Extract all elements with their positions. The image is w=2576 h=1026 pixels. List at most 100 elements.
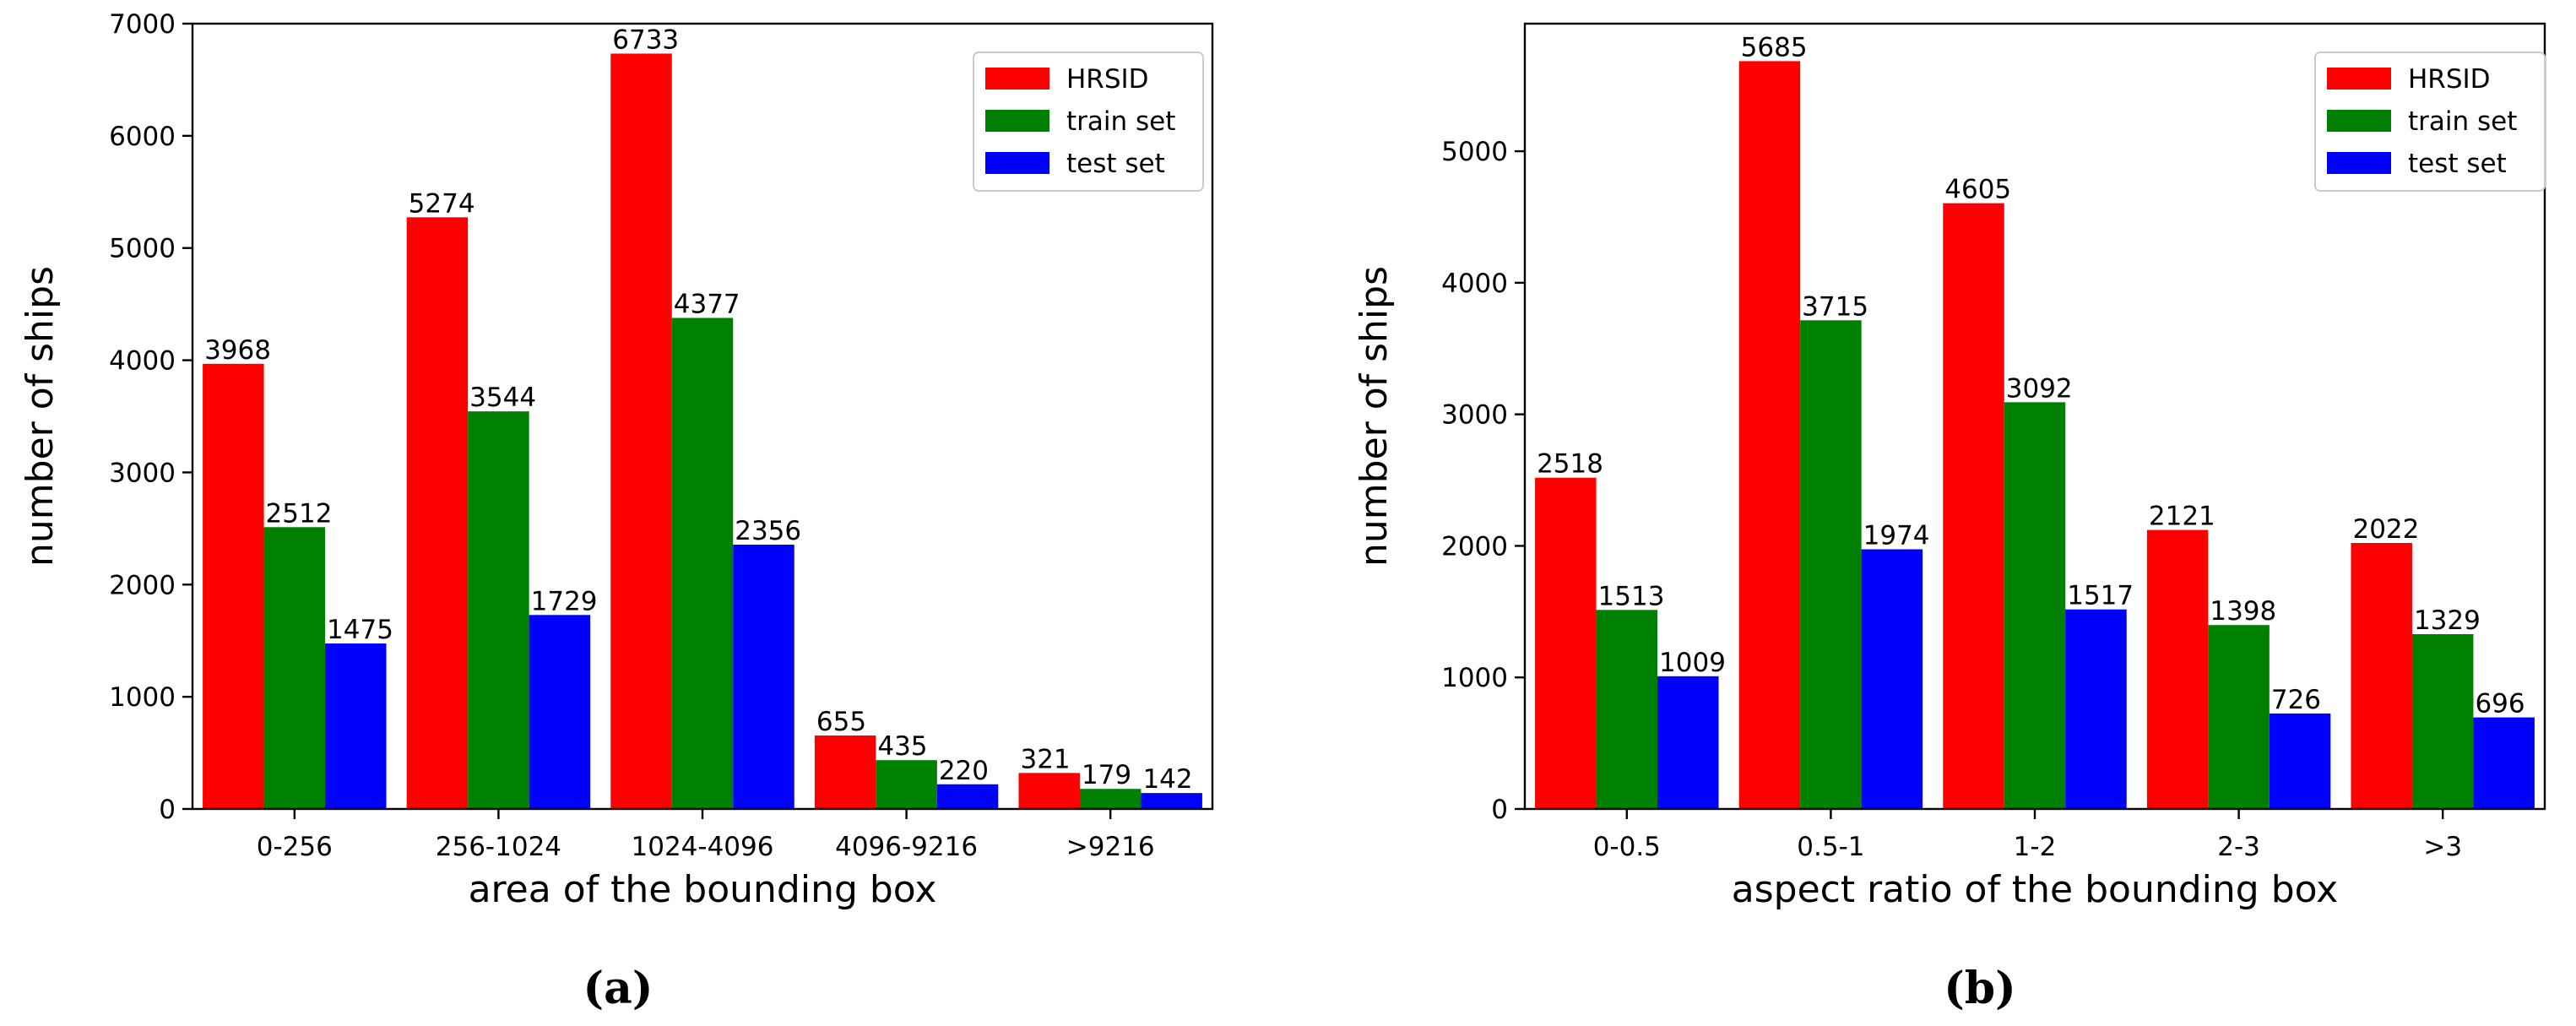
data-label: 4605 — [1944, 175, 2011, 205]
bar-test-set-0 — [1657, 676, 1719, 809]
x-tick-label: 1-2 — [2014, 832, 2057, 862]
data-label: 1974 — [1863, 520, 1930, 551]
data-label: 726 — [2271, 685, 2321, 715]
data-label: 2512 — [266, 498, 333, 529]
x-tick-label: 2-3 — [2217, 832, 2260, 862]
bar-hrsid-2 — [1943, 203, 2004, 809]
legend: HRSID train set test set — [973, 52, 1204, 192]
bar-hrsid-3 — [2146, 529, 2209, 809]
x-axis-title: area of the bounding box — [469, 868, 937, 911]
data-label: 1729 — [531, 586, 598, 616]
bar-test-set-0 — [325, 643, 387, 809]
y-tick-label: 4000 — [1441, 269, 1508, 299]
y-tick-label: 0 — [1491, 795, 1508, 825]
data-label: 3968 — [204, 335, 271, 366]
x-axis-title: aspect ratio of the bounding box — [1732, 868, 2338, 911]
data-label: 5274 — [409, 188, 475, 219]
bar-train-set-0 — [1596, 610, 1658, 809]
y-tick-label: 4000 — [109, 346, 176, 377]
data-label: 1329 — [2414, 605, 2481, 636]
legend-swatch — [2327, 152, 2391, 174]
bar-test-set-2 — [733, 544, 794, 809]
data-label: 655 — [816, 707, 866, 737]
bar-train-set-1 — [468, 411, 529, 809]
data-label: 6733 — [612, 24, 679, 55]
y-tick-label: 7000 — [109, 9, 176, 40]
x-tick-label: 1024-4096 — [632, 832, 774, 862]
data-label: 2518 — [1537, 449, 1603, 480]
legend-swatch — [2327, 110, 2391, 132]
data-label: 4377 — [674, 289, 740, 319]
panel-caption: (b) — [1944, 963, 2016, 1014]
legend-label: HRSID — [1066, 64, 1149, 95]
x-tick-label: 4096-9216 — [835, 832, 978, 862]
legend-label: train set — [2408, 106, 2517, 137]
legend-label: test set — [1066, 149, 1165, 179]
bar-hrsid-1 — [406, 217, 469, 810]
chart-area-of-bounding-box: 3968 5274 6733 655 321 2512 3544 4377 435 179 1475… — [19, 9, 1214, 1014]
x-tick-label: >3 — [2423, 832, 2462, 862]
bar-hrsid-2 — [610, 53, 672, 810]
y-tick-label: 3000 — [109, 458, 176, 488]
y-tick-label: 2000 — [1441, 531, 1508, 562]
bar-test-set-4 — [2473, 717, 2535, 809]
y-axis-title: number of ships — [19, 266, 62, 567]
x-tick-label: 0.5-1 — [1797, 832, 1864, 862]
data-label: 1009 — [1659, 648, 1726, 678]
data-label: 2022 — [2352, 514, 2419, 545]
y-axis-title: number of ships — [1353, 266, 1396, 567]
bar-train-set-1 — [1800, 320, 1862, 810]
bar-test-set-3 — [2269, 713, 2331, 809]
bar-hrsid-4 — [1018, 773, 1080, 809]
bar-train-set-2 — [2004, 402, 2066, 809]
data-label: 2121 — [2149, 502, 2215, 532]
data-label: 1398 — [2210, 596, 2276, 627]
data-label: 1513 — [1598, 581, 1665, 611]
legend-label: test set — [2408, 149, 2507, 179]
data-label: 1517 — [2067, 581, 2134, 611]
legend: HRSID train set test set — [2314, 52, 2546, 192]
x-tick-label: 0-256 — [257, 832, 333, 862]
y-tick-label: 6000 — [109, 122, 176, 152]
bar-test-set-1 — [1861, 549, 1923, 809]
data-label: 321 — [1020, 744, 1070, 774]
data-label: 3715 — [1802, 291, 1868, 322]
data-label: 179 — [1082, 760, 1131, 790]
data-label: 3544 — [469, 383, 536, 413]
bar-test-set-1 — [529, 615, 591, 809]
bar-test-set-2 — [2065, 609, 2127, 809]
y-tick-label: 3000 — [1441, 400, 1508, 431]
legend-swatch — [2327, 68, 2391, 90]
bar-train-set-3 — [2208, 625, 2270, 809]
legend-swatch — [985, 68, 1049, 90]
bar-test-set-4 — [1141, 793, 1202, 809]
data-label: 2356 — [735, 516, 801, 546]
panel-caption: (a) — [583, 963, 653, 1014]
y-tick-label: 1000 — [109, 682, 176, 713]
legend-swatch — [985, 152, 1049, 174]
bar-test-set-3 — [936, 784, 999, 809]
data-label: 5685 — [1741, 32, 1808, 62]
bar-hrsid-0 — [203, 363, 264, 809]
data-label: 435 — [877, 731, 927, 762]
y-tick-label: 1000 — [1441, 663, 1508, 693]
bar-hrsid-0 — [1535, 477, 1597, 809]
bar-train-set-4 — [1079, 789, 1142, 809]
x-tick-label: >9216 — [1066, 832, 1155, 862]
chart-aspect-ratio-of-bounding-box: 2518 5685 4605 2121 2022 1513 3715 3092 1398 1329… — [1353, 22, 2546, 1014]
data-label: 1475 — [327, 615, 393, 645]
bar-train-set-2 — [671, 318, 734, 810]
legend-swatch — [985, 110, 1049, 132]
x-tick-label: 256-1024 — [436, 832, 561, 862]
y-tick-label: 0 — [159, 795, 176, 825]
x-tick-label: 0-0.5 — [1593, 832, 1661, 862]
y-tick-label: 5000 — [109, 234, 176, 264]
bar-train-set-3 — [876, 760, 937, 809]
data-label: 220 — [939, 756, 989, 786]
data-label: 3092 — [2006, 373, 2073, 404]
bar-train-set-4 — [2411, 633, 2474, 809]
bar-hrsid-1 — [1738, 61, 1801, 810]
bar-hrsid-4 — [2351, 543, 2412, 809]
legend-label: HRSID — [2408, 64, 2491, 95]
